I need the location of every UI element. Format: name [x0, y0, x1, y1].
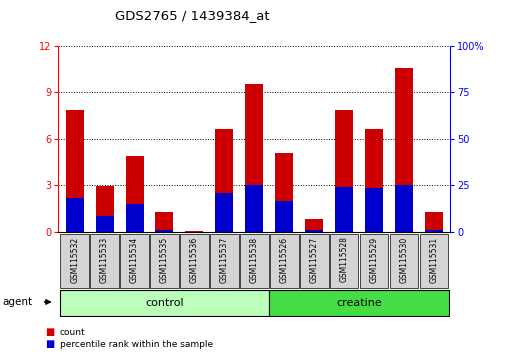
- Bar: [394, 68, 412, 232]
- Bar: [155, 229, 173, 232]
- Bar: [334, 109, 352, 232]
- Text: GSM115534: GSM115534: [130, 236, 139, 282]
- Text: creatine: creatine: [335, 298, 381, 308]
- Text: GSM115535: GSM115535: [160, 236, 169, 282]
- Text: GSM115526: GSM115526: [279, 236, 288, 282]
- Text: GSM115529: GSM115529: [369, 236, 378, 282]
- FancyBboxPatch shape: [359, 234, 388, 288]
- Text: GDS2765 / 1439384_at: GDS2765 / 1439384_at: [115, 9, 269, 22]
- Bar: [95, 186, 113, 232]
- Bar: [185, 231, 203, 232]
- FancyBboxPatch shape: [269, 290, 448, 316]
- Bar: [245, 84, 263, 232]
- Text: GSM115527: GSM115527: [309, 236, 318, 282]
- Bar: [394, 185, 412, 232]
- Bar: [334, 187, 352, 232]
- Text: agent: agent: [3, 297, 33, 307]
- Bar: [305, 219, 323, 232]
- FancyBboxPatch shape: [419, 234, 447, 288]
- FancyBboxPatch shape: [60, 290, 269, 316]
- Text: GSM115528: GSM115528: [339, 236, 348, 282]
- Bar: [275, 153, 292, 232]
- Text: GSM115538: GSM115538: [249, 236, 258, 282]
- Text: GSM115536: GSM115536: [189, 236, 198, 282]
- Text: count: count: [60, 327, 85, 337]
- Bar: [66, 198, 83, 232]
- FancyBboxPatch shape: [269, 234, 298, 288]
- Bar: [155, 212, 173, 232]
- Bar: [364, 129, 382, 232]
- Text: GSM115532: GSM115532: [70, 236, 79, 282]
- Text: GSM115533: GSM115533: [100, 236, 109, 282]
- Bar: [215, 129, 233, 232]
- Text: GSM115530: GSM115530: [398, 236, 408, 282]
- Bar: [424, 230, 442, 232]
- FancyBboxPatch shape: [299, 234, 328, 288]
- Bar: [95, 216, 113, 232]
- FancyBboxPatch shape: [329, 234, 358, 288]
- Text: control: control: [145, 298, 183, 308]
- Text: percentile rank within the sample: percentile rank within the sample: [60, 339, 213, 349]
- FancyBboxPatch shape: [120, 234, 148, 288]
- Bar: [125, 156, 143, 232]
- FancyBboxPatch shape: [150, 234, 178, 288]
- FancyBboxPatch shape: [389, 234, 418, 288]
- Bar: [215, 193, 233, 232]
- Bar: [245, 185, 263, 232]
- Bar: [305, 230, 323, 232]
- FancyBboxPatch shape: [180, 234, 209, 288]
- Text: GSM115531: GSM115531: [429, 236, 437, 282]
- Text: ■: ■: [45, 339, 55, 349]
- FancyBboxPatch shape: [60, 234, 89, 288]
- FancyBboxPatch shape: [239, 234, 268, 288]
- Bar: [66, 109, 83, 232]
- FancyBboxPatch shape: [90, 234, 119, 288]
- Bar: [275, 201, 292, 232]
- Bar: [125, 204, 143, 232]
- Bar: [424, 212, 442, 232]
- Bar: [364, 188, 382, 232]
- Text: GSM115537: GSM115537: [219, 236, 228, 282]
- FancyBboxPatch shape: [210, 234, 238, 288]
- Text: ■: ■: [45, 327, 55, 337]
